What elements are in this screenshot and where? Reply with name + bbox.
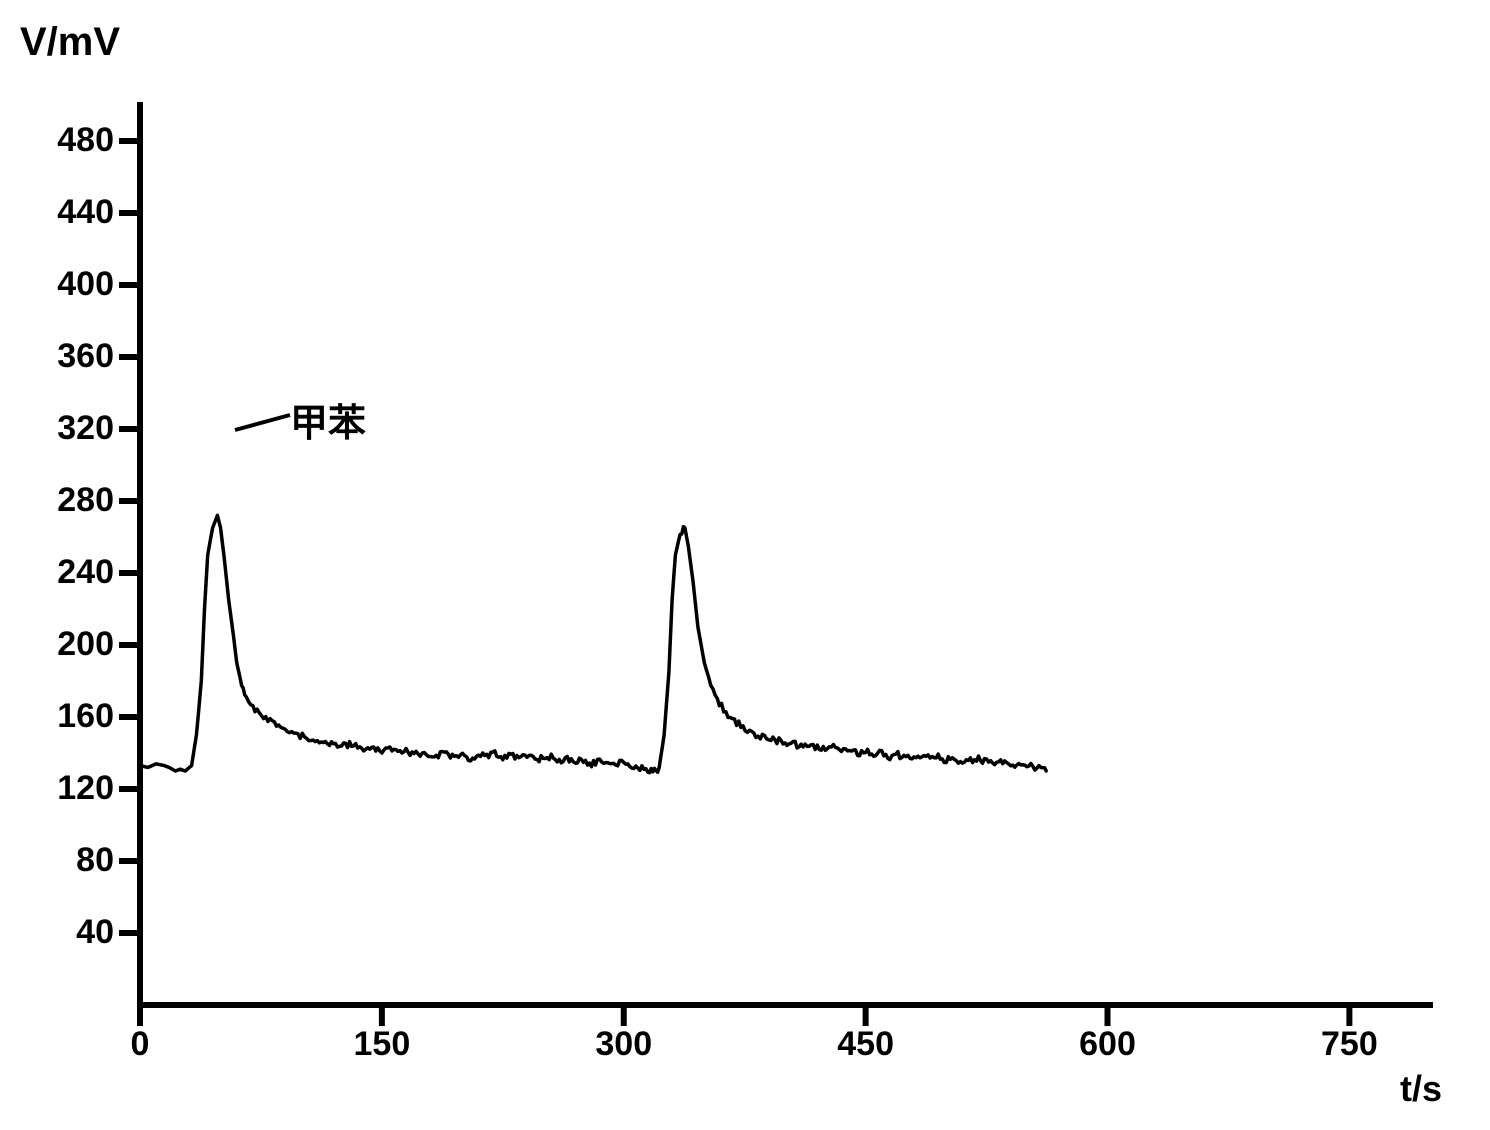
- peak-leader-line: [235, 415, 290, 430]
- data-series-line: [140, 515, 1046, 772]
- plot-svg: [0, 0, 1490, 1130]
- axes: [122, 105, 1430, 1023]
- chart-canvas: V/mV t/s 甲苯 4080120160200240280320360400…: [0, 0, 1490, 1130]
